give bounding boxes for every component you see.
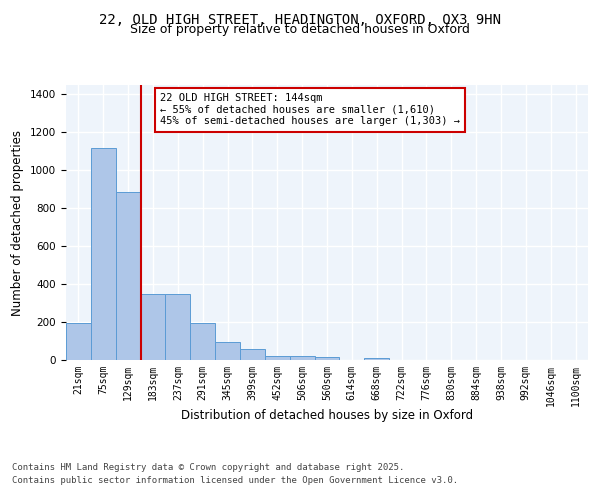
Bar bbox=[314, 356, 340, 360]
Bar bbox=[140, 294, 166, 360]
Bar bbox=[91, 148, 116, 360]
Y-axis label: Number of detached properties: Number of detached properties bbox=[11, 130, 25, 316]
Bar bbox=[290, 356, 314, 360]
Text: 22 OLD HIGH STREET: 144sqm
← 55% of detached houses are smaller (1,610)
45% of s: 22 OLD HIGH STREET: 144sqm ← 55% of deta… bbox=[160, 93, 460, 126]
Bar bbox=[265, 356, 290, 360]
Text: 22, OLD HIGH STREET, HEADINGTON, OXFORD, OX3 9HN: 22, OLD HIGH STREET, HEADINGTON, OXFORD,… bbox=[99, 12, 501, 26]
Bar bbox=[116, 192, 140, 360]
X-axis label: Distribution of detached houses by size in Oxford: Distribution of detached houses by size … bbox=[181, 409, 473, 422]
Bar bbox=[190, 323, 215, 360]
Bar bbox=[240, 349, 265, 360]
Bar bbox=[166, 294, 190, 360]
Bar bbox=[215, 342, 240, 360]
Bar bbox=[66, 323, 91, 360]
Text: Size of property relative to detached houses in Oxford: Size of property relative to detached ho… bbox=[130, 24, 470, 36]
Text: Contains public sector information licensed under the Open Government Licence v3: Contains public sector information licen… bbox=[12, 476, 458, 485]
Text: Contains HM Land Registry data © Crown copyright and database right 2025.: Contains HM Land Registry data © Crown c… bbox=[12, 464, 404, 472]
Bar bbox=[364, 358, 389, 360]
